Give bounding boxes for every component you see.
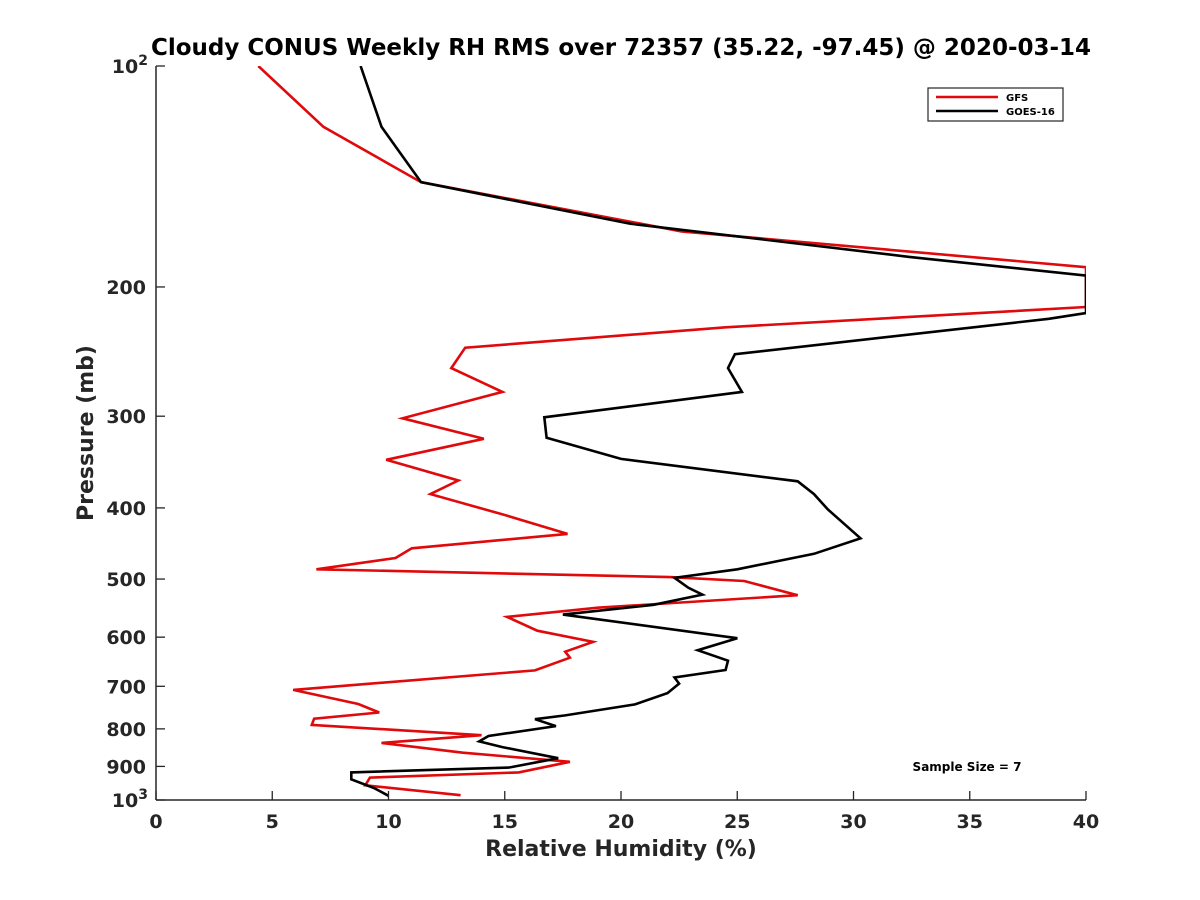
y-tick-label: 600 xyxy=(106,627,146,649)
series-line-goes-16 xyxy=(349,66,1086,797)
y-tick-label: 103 xyxy=(112,787,148,812)
y-tick-label: 800 xyxy=(106,719,146,741)
x-tick-label: 0 xyxy=(149,811,162,833)
x-tick-label: 15 xyxy=(492,811,518,833)
legend: GFS GOES-16 xyxy=(927,87,1064,122)
legend-box xyxy=(927,87,1064,122)
ticks-layer: 0 5 10 15 20 25 30 35 40 102 200 300 400 500 600 700 800… xyxy=(106,53,1099,833)
y-tick-label: 102 xyxy=(112,53,148,78)
sample-size-annotation: Sample Size = 7 xyxy=(913,760,1022,774)
y-tick-label: 200 xyxy=(106,277,146,299)
plot-area xyxy=(156,66,1086,800)
x-tick-label: 5 xyxy=(266,811,279,833)
y-tick-label: 300 xyxy=(106,406,146,428)
legend-label: GFS xyxy=(1006,93,1028,104)
legend-label: GOES-16 xyxy=(1006,107,1055,118)
x-tick-label: 20 xyxy=(608,811,634,833)
x-tick-label: 10 xyxy=(375,811,401,833)
y-tick-label: 900 xyxy=(106,756,146,778)
y-tick-label: 700 xyxy=(106,676,146,698)
y-axis-label: Pressure (mb) xyxy=(74,345,99,521)
series-line-gfs xyxy=(257,66,1086,797)
y-tick-label: 400 xyxy=(106,498,146,520)
series-layer xyxy=(257,66,1086,797)
x-tick-label: 25 xyxy=(724,811,750,833)
y-tick-label: 500 xyxy=(106,569,146,591)
x-tick-label: 30 xyxy=(840,811,866,833)
x-tick-label: 40 xyxy=(1073,811,1099,833)
x-tick-label: 35 xyxy=(957,811,983,833)
x-axis-label: Relative Humidity (%) xyxy=(485,837,757,862)
chart-title: Cloudy CONUS Weekly RH RMS over 72357 (3… xyxy=(151,35,1091,61)
